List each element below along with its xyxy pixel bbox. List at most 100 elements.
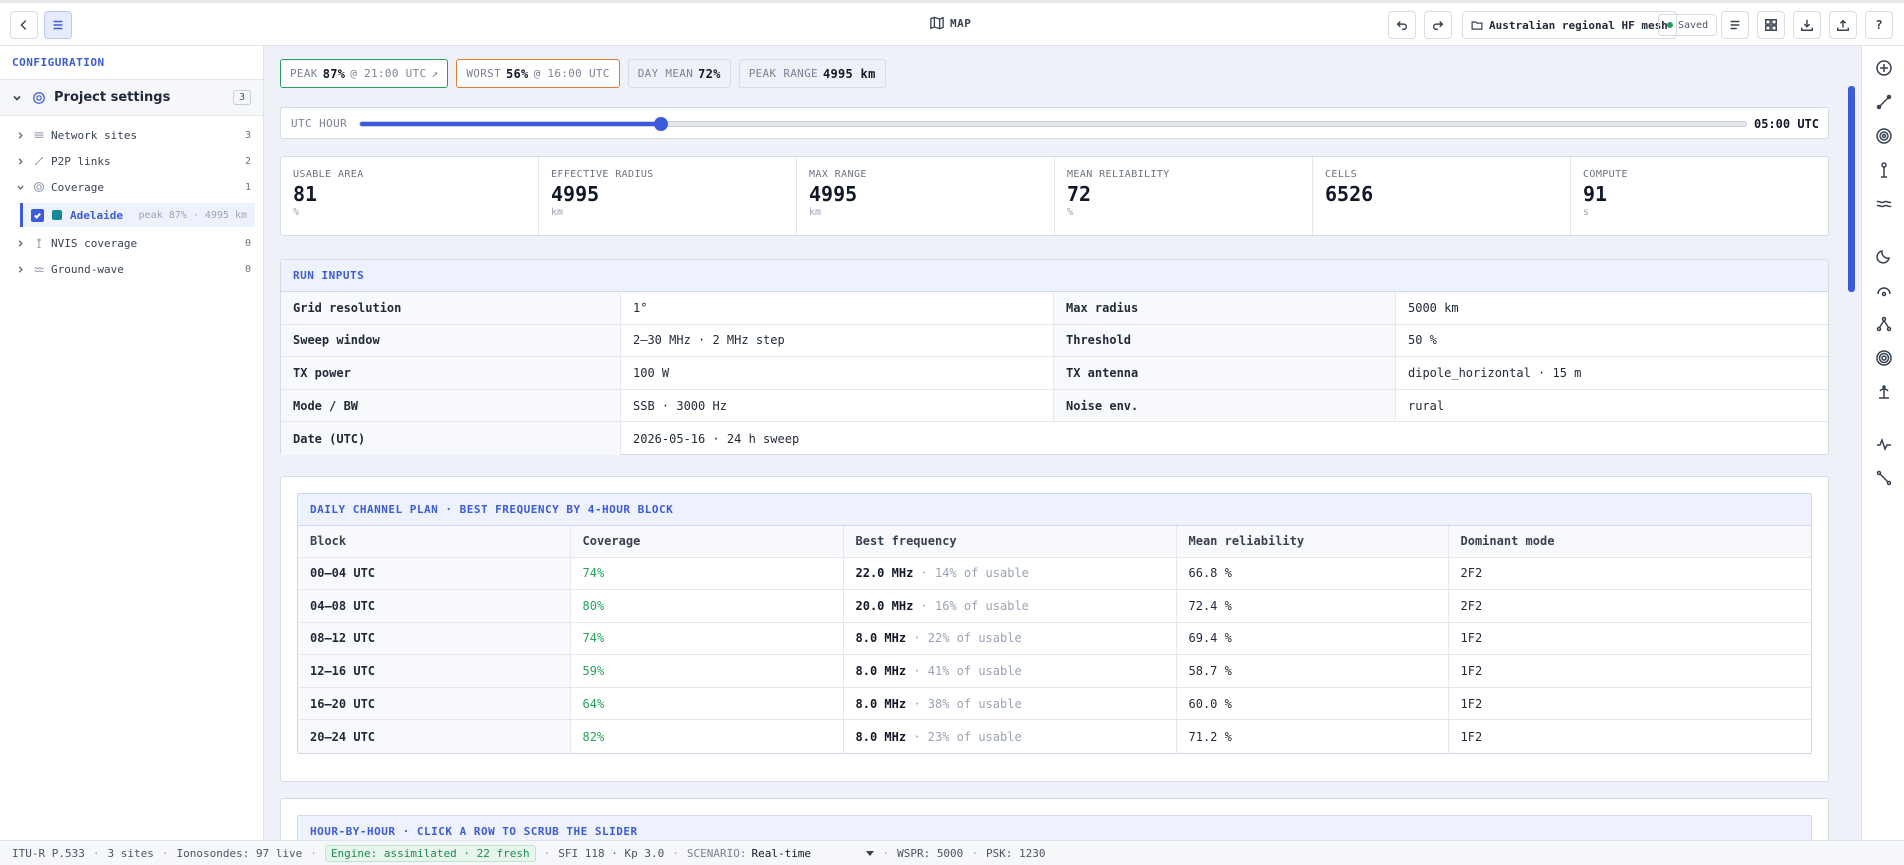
- peak-range-label: PEAK RANGE: [748, 67, 818, 80]
- stat-unit: s: [1583, 207, 1590, 218]
- rail-link-button[interactable]: [1875, 93, 1893, 111]
- menu-toggle-button[interactable]: [44, 11, 72, 39]
- stat-key: COMPUTE: [1583, 169, 1628, 180]
- mode-cell: 1F2: [1448, 687, 1811, 721]
- rail-night-button[interactable]: [1875, 247, 1893, 265]
- frequency-value: 8.0 MHz: [855, 696, 907, 711]
- download-button[interactable]: [1793, 11, 1821, 39]
- rail-pulse-button[interactable]: [1875, 435, 1893, 453]
- utc-hour-slider[interactable]: [359, 117, 1747, 131]
- project-settings-count: 3: [232, 90, 251, 105]
- utc-hour-slider-knob[interactable]: [654, 117, 669, 131]
- saved-label: Saved: [1678, 19, 1709, 31]
- utc-hour-value: 05:00 UTC: [1753, 117, 1819, 131]
- sidebar-item-label: Network sites: [51, 128, 138, 142]
- frequency-share: · 23% of usable: [913, 729, 1022, 744]
- rail-path-button[interactable]: [1875, 469, 1893, 487]
- table-row[interactable]: 04–08 UTC 80% 20.0 MHz · 16% of usable 7…: [298, 589, 1811, 623]
- antenna-icon: [1881, 162, 1887, 178]
- add-circle-icon: [1876, 60, 1892, 76]
- sidebar-item-p2p-links[interactable]: P2P links 2: [0, 148, 263, 174]
- worst-chip[interactable]: WORST 56% @ 16:00 UTC: [456, 59, 620, 88]
- separator: ·: [543, 846, 551, 860]
- sidebar-item-count: 0: [244, 263, 251, 275]
- grid-view-button[interactable]: [1757, 11, 1785, 39]
- separator: ·: [672, 846, 679, 860]
- undo-button[interactable]: [1388, 11, 1416, 39]
- main-panel: PEAK 87% @ 21:00 UTC ↗ WORST 56% @ 16:00…: [265, 46, 1860, 840]
- upload-button[interactable]: [1829, 11, 1857, 39]
- sidebar-item-label: P2P links: [51, 154, 111, 168]
- table-row[interactable]: 00–04 UTC 74% 22.0 MHz · 14% of usable 6…: [298, 557, 1811, 591]
- coverage-entry-adelaide[interactable]: Adelaide peak 87% · 4995 km: [20, 203, 255, 227]
- top-bar: MAP Australian regional HF mesh Saved ?: [0, 0, 1904, 46]
- rail-groundwave-button[interactable]: [1875, 195, 1893, 213]
- rail-tower-button[interactable]: [1875, 383, 1893, 401]
- rail-nvis-button[interactable]: [1875, 161, 1893, 179]
- column-header: Block: [298, 526, 571, 558]
- help-icon: ?: [1875, 18, 1883, 32]
- redo-button[interactable]: [1424, 11, 1452, 39]
- sidebar-item-coverage[interactable]: Coverage 1: [0, 174, 263, 200]
- project-settings-group[interactable]: Project settings 3: [0, 80, 263, 116]
- coverage-visible-checkbox[interactable]: [31, 208, 44, 222]
- scenario-select[interactable]: SCENARIO: Real-time: [687, 847, 875, 860]
- link-icon: [1876, 94, 1892, 110]
- help-button[interactable]: ?: [1865, 11, 1893, 39]
- column-header: Best frequency: [843, 526, 1177, 558]
- mode-cell: 2F2: [1448, 589, 1811, 623]
- chevron-right-icon: [18, 265, 23, 273]
- stat-value: 72: [1067, 182, 1092, 206]
- rail-arc-button[interactable]: [1875, 281, 1893, 299]
- download-icon: [1801, 19, 1813, 31]
- sidebar-item-count: 3: [244, 129, 251, 141]
- stat-unit: km: [551, 207, 564, 218]
- separator: ·: [92, 846, 100, 860]
- input-key: Mode / BW: [281, 389, 621, 423]
- rail-concentric-button[interactable]: [1875, 349, 1893, 367]
- run-inputs-title: RUN INPUTS: [281, 260, 1828, 292]
- stat-usable-area: USABLE AREA 81 %: [281, 157, 539, 235]
- map-icon: [930, 16, 944, 30]
- list-icon: [1730, 20, 1740, 30]
- reliability-cell: 71.2 %: [1176, 719, 1449, 753]
- table-row[interactable]: 16–20 UTC 64% 8.0 MHz · 38% of usable 60…: [298, 687, 1811, 721]
- sidebar-heading: CONFIGURATION: [0, 46, 263, 80]
- frequency-cell: 8.0 MHz · 38% of usable: [843, 687, 1177, 721]
- separator: ·: [161, 846, 169, 860]
- project-selector[interactable]: Australian regional HF mesh: [1462, 11, 1677, 39]
- frequency-value: 8.0 MHz: [855, 631, 907, 646]
- table-row[interactable]: 20–24 UTC 82% 8.0 MHz · 23% of usable 71…: [298, 719, 1811, 753]
- target-icon: [33, 181, 45, 193]
- table-row[interactable]: 08–12 UTC 74% 8.0 MHz · 22% of usable 69…: [298, 622, 1811, 656]
- page-title-text: MAP: [950, 16, 972, 30]
- day-mean-label: DAY MEAN: [637, 67, 694, 80]
- sidebar-item-ground-wave[interactable]: Ground-wave 0: [0, 256, 263, 282]
- table-row[interactable]: 12–16 UTC 59% 8.0 MHz · 41% of usable 58…: [298, 654, 1811, 688]
- frequency-cell: 22.0 MHz · 14% of usable: [843, 557, 1177, 591]
- rail-add-button[interactable]: [1875, 59, 1893, 77]
- main-scrollbar[interactable]: [1848, 86, 1855, 292]
- menu-icon: [53, 20, 63, 30]
- scenario-label: SCENARIO:: [686, 846, 747, 860]
- configuration-sidebar: CONFIGURATION Project settings 3 Network…: [0, 46, 264, 840]
- input-value: 5000 km: [1396, 292, 1830, 325]
- hourly-title: HOUR-BY-HOUR · CLICK A ROW TO SCRUB THE …: [298, 816, 1811, 840]
- frequency-share: · 14% of usable: [920, 566, 1029, 581]
- sidebar-item-network-sites[interactable]: Network sites 3: [0, 122, 263, 148]
- chevron-right-icon: [18, 131, 23, 139]
- back-button[interactable]: [10, 11, 38, 39]
- list-view-button[interactable]: [1721, 11, 1749, 39]
- sidebar-item-nvis-coverage[interactable]: NVIS coverage 0: [0, 230, 263, 256]
- rail-coverage-button[interactable]: [1875, 127, 1893, 145]
- block-cell: 20–24 UTC: [298, 719, 571, 753]
- frequency-share: · 38% of usable: [913, 696, 1022, 711]
- status-indices: SFI 118 · Kp 3.0: [558, 846, 665, 860]
- frequency-value: 22.0 MHz: [855, 566, 914, 581]
- input-key: Noise env.: [1054, 389, 1396, 423]
- peak-chip[interactable]: PEAK 87% @ 21:00 UTC ↗: [280, 59, 449, 88]
- sidebar-item-label: Coverage: [51, 180, 104, 194]
- channel-plan-card: DAILY CHANNEL PLAN · BEST FREQUENCY BY 4…: [280, 476, 1829, 782]
- rail-network-button[interactable]: [1875, 315, 1893, 333]
- status-engine-badge: Engine: assimilated · 22 fresh: [324, 844, 536, 862]
